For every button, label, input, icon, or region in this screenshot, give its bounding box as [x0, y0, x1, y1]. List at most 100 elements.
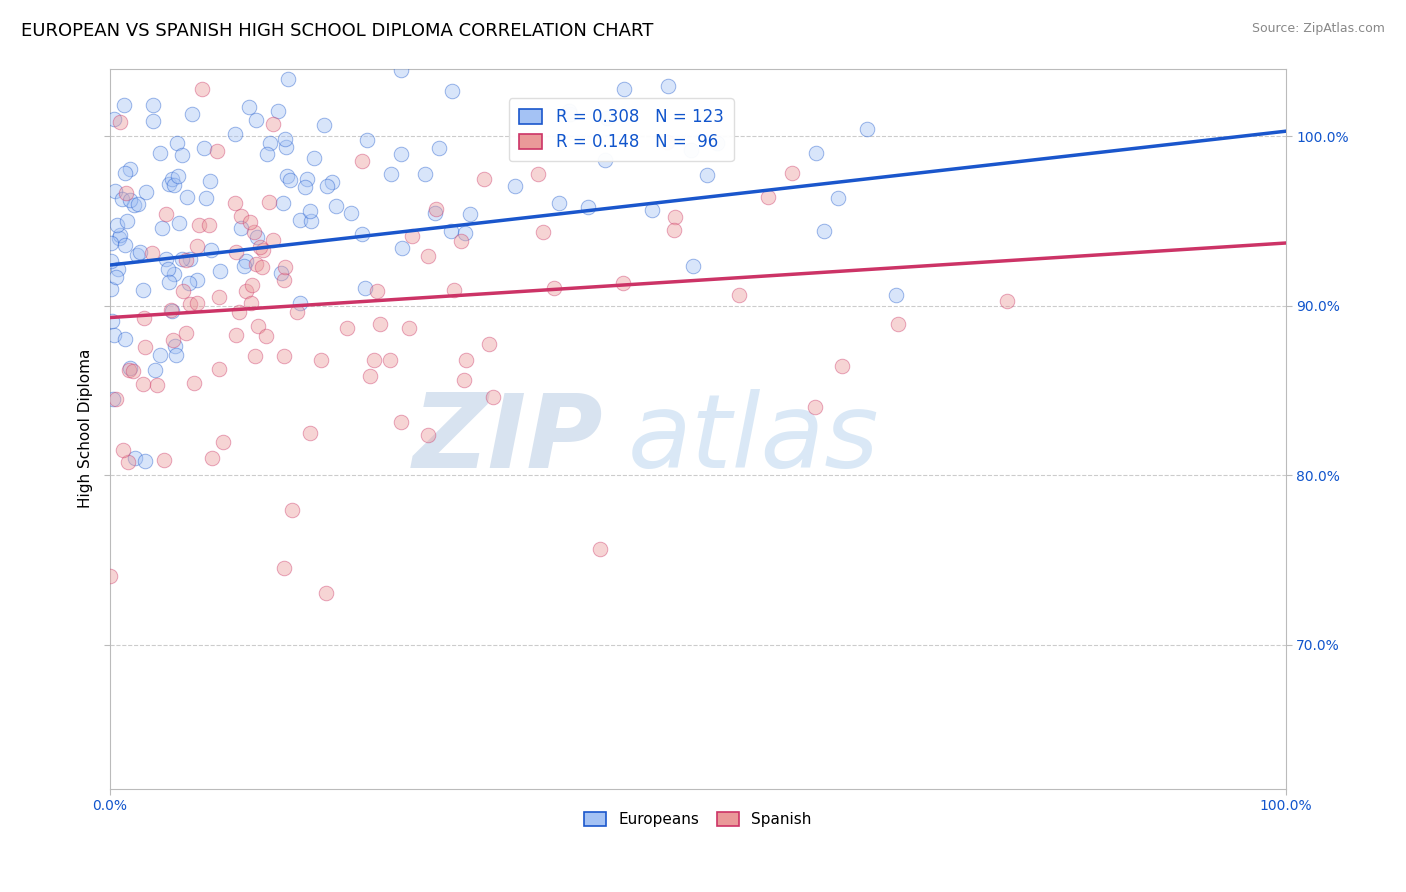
Point — [160, 303, 183, 318]
Point — [135, 185, 157, 199]
Point — [100, 235, 122, 250]
Point — [398, 321, 420, 335]
Point — [295, 172, 318, 186]
Y-axis label: High School Diploma: High School Diploma — [79, 349, 93, 508]
Point — [172, 284, 194, 298]
Point — [389, 146, 412, 161]
Point — [664, 210, 686, 224]
Point — [366, 284, 388, 298]
Point — [249, 239, 271, 253]
Point — [281, 503, 304, 517]
Point — [887, 317, 910, 331]
Point — [454, 353, 477, 368]
Point — [401, 229, 423, 244]
Point — [315, 585, 337, 599]
Point — [380, 167, 402, 181]
Point — [273, 560, 295, 574]
Point — [806, 145, 828, 160]
Point — [309, 352, 332, 367]
Point — [277, 72, 299, 87]
Point — [250, 260, 273, 274]
Point — [271, 195, 294, 210]
Point — [827, 191, 849, 205]
Point — [165, 348, 187, 362]
Point — [290, 296, 312, 310]
Point — [682, 259, 704, 273]
Point — [263, 233, 285, 247]
Point — [354, 280, 377, 294]
Point — [325, 199, 347, 213]
Point — [243, 349, 266, 363]
Point — [391, 241, 413, 255]
Point — [114, 333, 136, 347]
Point — [285, 305, 308, 319]
Point — [208, 289, 231, 303]
Point — [141, 246, 163, 260]
Point — [108, 115, 131, 129]
Point — [142, 114, 165, 128]
Point — [104, 185, 127, 199]
Point — [131, 283, 153, 297]
Point — [548, 196, 571, 211]
Point — [756, 190, 779, 204]
Point — [350, 227, 373, 241]
Point — [143, 363, 166, 377]
Point — [205, 144, 228, 158]
Point — [166, 136, 188, 150]
Point — [273, 260, 295, 275]
Point — [169, 216, 191, 230]
Point — [416, 427, 439, 442]
Point — [543, 281, 565, 295]
Point — [186, 296, 208, 310]
Point — [193, 141, 215, 155]
Point — [187, 218, 209, 232]
Point — [157, 275, 180, 289]
Point — [273, 349, 295, 363]
Point — [229, 210, 252, 224]
Point — [378, 353, 401, 368]
Point — [389, 63, 412, 78]
Point — [108, 228, 131, 243]
Point — [340, 206, 363, 220]
Point — [127, 197, 149, 211]
Point — [153, 453, 176, 467]
Point — [142, 98, 165, 112]
Point — [224, 128, 246, 142]
Point — [245, 113, 267, 128]
Point — [127, 248, 149, 262]
Point — [294, 179, 316, 194]
Point — [443, 283, 465, 297]
Point — [225, 327, 247, 342]
Point — [186, 239, 208, 253]
Point — [104, 269, 127, 284]
Point — [176, 190, 198, 204]
Point — [117, 363, 139, 377]
Point — [454, 226, 477, 240]
Point — [231, 221, 253, 235]
Point — [505, 179, 527, 194]
Point — [270, 266, 292, 280]
Point — [183, 376, 205, 390]
Point — [108, 231, 131, 245]
Point — [114, 166, 136, 180]
Point — [157, 177, 180, 191]
Point — [198, 174, 221, 188]
Point — [132, 310, 155, 325]
Point — [368, 317, 391, 331]
Point — [200, 243, 222, 257]
Point — [350, 153, 373, 168]
Point — [149, 146, 172, 161]
Point — [321, 175, 343, 189]
Point — [98, 569, 121, 583]
Point — [531, 225, 554, 239]
Point — [239, 215, 262, 229]
Point — [172, 148, 194, 162]
Point — [576, 200, 599, 214]
Text: Source: ZipAtlas.com: Source: ZipAtlas.com — [1251, 22, 1385, 36]
Point — [155, 207, 177, 221]
Point — [706, 136, 728, 150]
Point — [174, 253, 197, 268]
Point — [247, 318, 270, 333]
Point — [112, 98, 135, 112]
Point — [103, 112, 125, 126]
